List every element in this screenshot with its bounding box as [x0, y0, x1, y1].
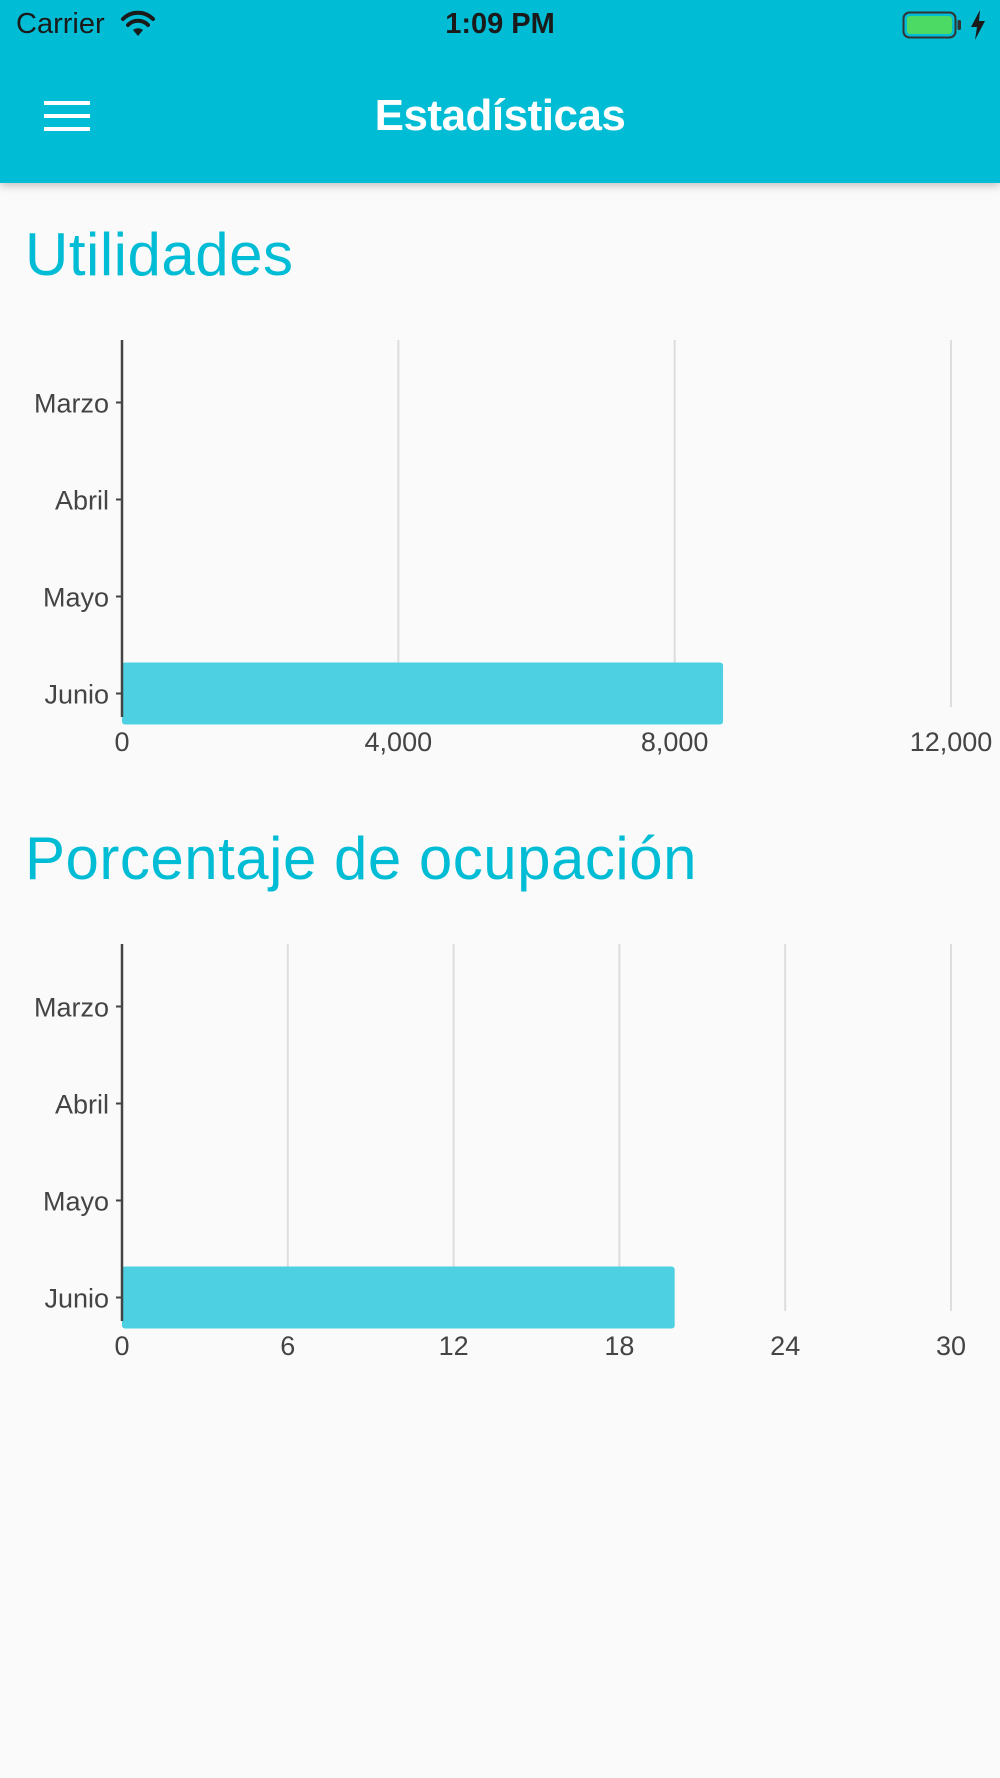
- carrier-label: Carrier: [16, 8, 105, 40]
- section-title-ocupacion: Porcentaje de ocupación: [25, 825, 697, 892]
- wifi-icon: [121, 10, 155, 36]
- category-label: Abril: [55, 1090, 109, 1120]
- x-tick-label: 30: [936, 1331, 966, 1361]
- category-label: Mayo: [43, 583, 109, 613]
- x-tick-label: 12,000: [910, 727, 993, 757]
- section-title-utilidades: Utilidades: [25, 221, 294, 288]
- x-tick-label: 0: [114, 727, 129, 757]
- status-time: 1:09 PM: [445, 8, 555, 40]
- page-title: Estadísticas: [374, 91, 626, 140]
- category-label: Junio: [44, 1284, 109, 1314]
- x-tick-label: 18: [604, 1331, 634, 1361]
- category-label: Abril: [55, 486, 109, 516]
- x-tick-label: 24: [770, 1331, 800, 1361]
- hamburger-menu-icon: [44, 101, 90, 131]
- bar-junio[interactable]: [122, 662, 724, 725]
- category-label: Marzo: [34, 993, 109, 1023]
- category-label: Marzo: [34, 389, 109, 419]
- category-label: Mayo: [43, 1187, 109, 1217]
- charging-bolt-icon: [971, 10, 985, 40]
- app-bar: Carrier 1:09 PM Estadísticas: [0, 0, 1000, 183]
- bar-junio[interactable]: [122, 1266, 675, 1329]
- x-tick-label: 4,000: [365, 727, 433, 757]
- x-tick-label: 0: [114, 1331, 129, 1361]
- x-tick-label: 6: [280, 1331, 295, 1361]
- x-tick-label: 8,000: [641, 727, 709, 757]
- battery-icon: [902, 11, 961, 39]
- menu-button[interactable]: [32, 86, 102, 146]
- x-tick-label: 12: [439, 1331, 469, 1361]
- category-label: Junio: [44, 680, 109, 710]
- status-bar: Carrier 1:09 PM: [0, 0, 1000, 52]
